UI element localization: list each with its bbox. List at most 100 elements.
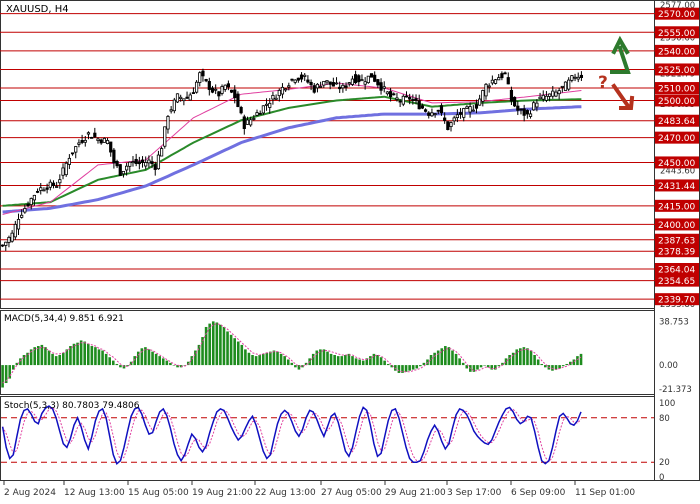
macd-bar [97,349,101,366]
macd-bar [519,348,522,366]
candle-body [96,138,100,141]
macd-bar [283,356,286,366]
macd-bar [311,353,315,366]
candle-body [541,94,545,100]
candle-body [471,109,475,112]
macd-bar [451,350,454,366]
candle-body [255,112,259,116]
candle-body [144,162,148,167]
macd-bar [565,363,569,366]
candle-body [487,85,491,88]
level-label-box [655,293,699,306]
macd-bar [219,324,222,366]
candle-body [398,100,402,103]
macd-bar [269,351,272,366]
level-label-box [655,7,699,20]
macd-histogram [1,321,583,388]
macd-bar [486,365,490,368]
macd-bar [47,350,51,366]
macd-bar [144,347,147,366]
candle-body [236,93,240,108]
macd-bar [15,362,19,366]
candle-body [131,161,135,164]
level-label-box [655,274,699,287]
macd-bar [126,365,129,367]
candle-body [433,113,437,115]
candle-body [388,91,393,98]
candle-body [61,167,65,176]
candle-body [242,116,246,129]
candle-body [296,77,300,81]
stoch-tick-label: 0 [659,473,664,483]
macd-bar [533,355,536,366]
price-candles [0,68,584,251]
macd-bar [147,349,151,366]
macd-bar [433,352,436,366]
macd-bar [501,362,504,366]
macd-bar [526,348,529,366]
macd-bar [383,360,386,366]
macd-bar [61,352,65,366]
candle-body [513,96,517,107]
candle-body [465,106,469,109]
candle-body [70,152,75,155]
macd-bar [301,365,304,368]
macd-bar [183,365,186,366]
candle-body [474,104,479,109]
macd-bar [511,352,515,366]
level-label-box [655,44,699,57]
macd-bar [29,349,33,366]
candle-body [261,105,265,114]
time-tick-label: 12 Aug 13:00 [64,488,125,498]
macd-bar [415,365,419,369]
candle-body [284,88,288,91]
candle-body [264,103,269,106]
candle-body [306,79,310,83]
candle-body [280,86,285,95]
candle-body [118,164,122,176]
macd-bar [490,365,494,370]
macd-bar [290,362,294,366]
macd-bar [461,362,465,366]
candle-body [411,99,415,101]
stoch-axis-ticks: 100 80 20 0 [659,399,675,483]
macd-bar [108,357,112,366]
candle-body [350,78,355,85]
candle-body [16,218,21,230]
macd-bar [204,326,208,366]
macd-bar [222,326,226,366]
candle-body [191,92,196,94]
level-label: 2354.65 [658,277,695,287]
macd-bar [515,349,519,366]
candle-body [83,139,87,143]
macd-bar [358,359,361,366]
candle-body [516,105,520,111]
candle-body [175,93,180,103]
candle-body [182,98,186,102]
candle-body [500,73,504,79]
macd-bar [458,358,461,366]
candle-body [290,78,294,81]
macd-bar [254,356,258,366]
candle-body [23,208,27,213]
candle-body [293,79,297,83]
candle-body [509,89,514,102]
candle-body [544,95,549,101]
candle-body [99,139,103,144]
candle-body [74,146,78,153]
macd-bar [436,350,440,366]
ma-slow-line [2,105,582,214]
candle-body [576,76,580,80]
macd-bar [411,365,415,370]
time-tick-label: 11 Sep 01:00 [575,488,635,498]
level-label-box [655,82,699,95]
candle-body [26,203,30,207]
macd-bar [265,352,269,366]
candle-body [220,86,224,94]
macd-bar [351,356,354,366]
candle-body [532,102,536,111]
macd-bar [244,349,247,366]
candle-body [239,106,243,114]
level-label: 2470.00 [658,134,695,144]
